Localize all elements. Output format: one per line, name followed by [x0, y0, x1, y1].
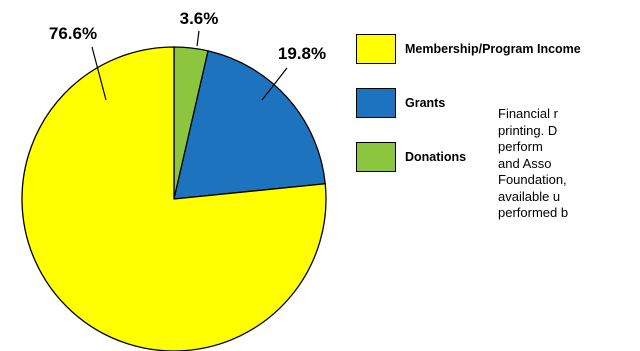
- note-line: available u: [498, 188, 561, 204]
- note-line: printing. D: [498, 122, 558, 138]
- leader-line-grants: [261, 67, 288, 101]
- legend-label-donations: Donations: [405, 150, 467, 164]
- leader-lines: [91, 30, 288, 101]
- slice-label-grants: 19.8%: [278, 44, 326, 63]
- pie-slices: [21, 46, 327, 351]
- note-line: Financial r: [498, 106, 558, 121]
- financial-note: Financial r printing. D perform and Asso…: [498, 106, 640, 222]
- legend-label-membership: Membership/Program Income: [405, 42, 581, 56]
- leader-line-donations: [196, 30, 200, 47]
- leader-line-membership: [91, 46, 107, 101]
- note-line: perform: [498, 139, 543, 154]
- legend-swatch-grants: [356, 88, 396, 118]
- slice-label-membership: 76.6%: [49, 24, 97, 43]
- note-line: Foundation,: [498, 172, 567, 187]
- note-line: and Asso: [498, 155, 552, 171]
- percentage-labels: 76.6% 19.8% 3.6%: [49, 9, 326, 63]
- note-line: performed b: [498, 205, 569, 220]
- pie-slice-membership: [21, 46, 327, 351]
- legend-swatch-donations: [356, 142, 396, 172]
- slice-label-donations: 3.6%: [180, 9, 219, 28]
- legend-swatch-membership: [356, 34, 396, 64]
- legend-label-grants: Grants: [405, 96, 446, 110]
- pie-slice-grants: [173, 50, 326, 200]
